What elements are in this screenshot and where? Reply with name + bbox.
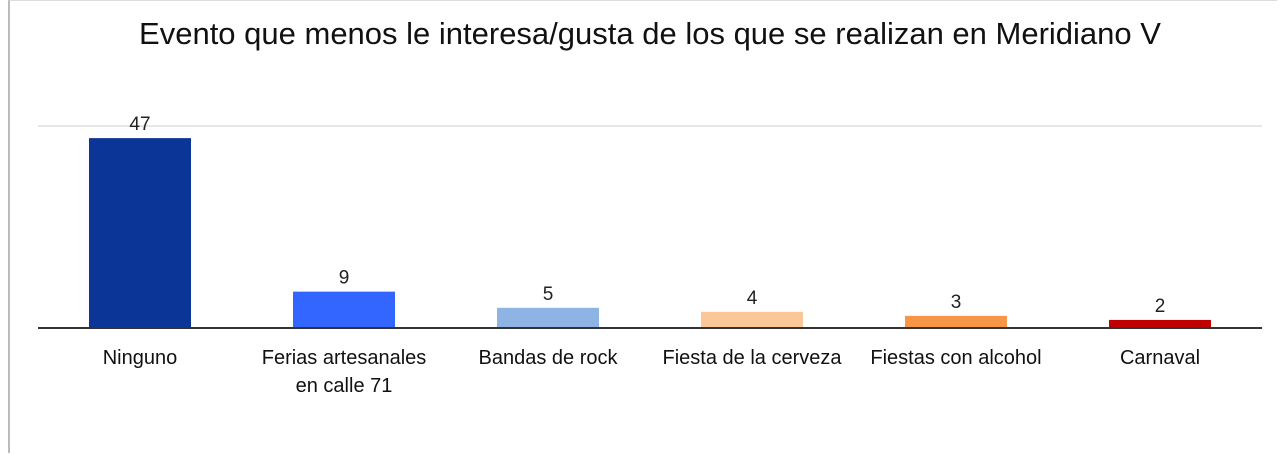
x-tick-label: Carnaval [1119, 347, 1201, 369]
frame [8, 0, 1277, 453]
data-label: 3 [951, 292, 962, 313]
x-tick-label: Fiesta de la cerveza [662, 347, 842, 369]
data-label: 4 [747, 288, 758, 309]
bar [293, 291, 395, 328]
data-label: 5 [543, 284, 554, 305]
bar [905, 315, 1007, 328]
data-label: 9 [339, 268, 350, 289]
bar [1109, 319, 1211, 328]
x-tick-label: Ninguno [102, 347, 178, 369]
x-tick-label: Ferias artesanales en calle 71 [261, 347, 427, 397]
data-label: 47 [129, 114, 150, 135]
bar [497, 307, 599, 328]
bar [701, 311, 803, 328]
x-tick-label: Bandas de rock [478, 347, 618, 369]
data-label: 2 [1155, 296, 1166, 317]
bar [89, 138, 191, 328]
chart-title: Evento que menos le interesa/gusta de lo… [139, 16, 1161, 51]
x-tick-label: Fiestas con alcohol [870, 347, 1042, 369]
